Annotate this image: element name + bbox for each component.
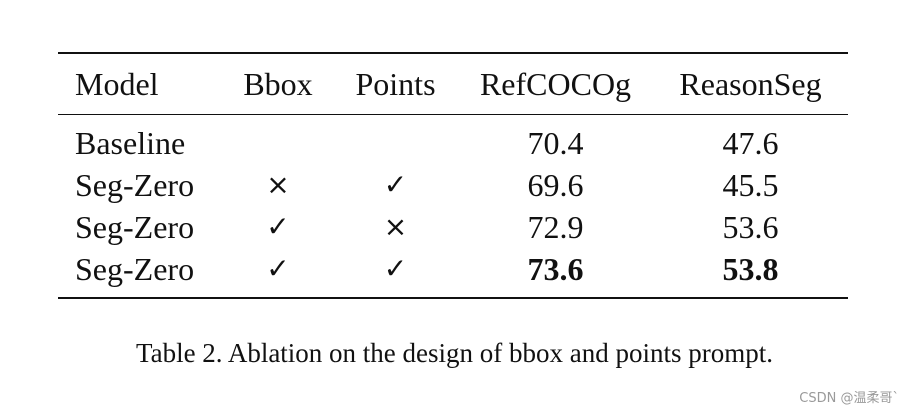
header-model: Model xyxy=(75,66,159,102)
cell-reasonseg: 47.6 xyxy=(722,125,779,161)
table-caption: Table 2. Ablation on the design of bbox … xyxy=(135,338,774,368)
cell-model: Baseline xyxy=(75,125,186,161)
header-points: Points xyxy=(355,66,436,102)
table-top-rule xyxy=(58,52,848,54)
check-mark-icon: ✓ xyxy=(383,168,408,201)
header-refcocog: RefCOCOg xyxy=(479,66,632,102)
table-row: Seg-Zero ✓ × 72.9 53.6 xyxy=(58,206,848,248)
check-mark-icon: ✓ xyxy=(383,252,408,285)
cell-refcocog: 72.9 xyxy=(527,209,584,245)
header-bbox: Bbox xyxy=(243,66,313,102)
table-header-row: Model Bbox Points RefCOCOg ReasonSeg xyxy=(58,54,848,114)
ablation-table: Model Bbox Points RefCOCOg ReasonSeg Bas… xyxy=(58,52,848,299)
cell-reasonseg-best: 53.8 xyxy=(722,251,779,287)
header-reasonseg: ReasonSeg xyxy=(679,66,822,102)
cell-model: Seg-Zero xyxy=(75,251,195,287)
cell-reasonseg: 45.5 xyxy=(722,167,779,203)
check-mark-icon: ✓ xyxy=(266,252,290,285)
cell-refcocog: 70.4 xyxy=(527,125,584,161)
check-mark-icon: ✓ xyxy=(266,210,290,243)
table-bottom-rule xyxy=(58,297,848,299)
cell-model: Seg-Zero xyxy=(75,209,195,245)
watermark: CSDN @温柔哥` xyxy=(799,391,899,406)
table-row: Seg-Zero ✓ ✓ 73.6 53.8 xyxy=(58,248,848,290)
cell-refcocog-best: 73.6 xyxy=(527,251,584,287)
table-row: Seg-Zero × ✓ 69.6 45.5 xyxy=(58,164,848,206)
cross-mark-icon: × xyxy=(266,168,290,201)
cell-reasonseg: 53.6 xyxy=(722,209,779,245)
cell-refcocog: 69.6 xyxy=(527,167,584,203)
table-header-rule xyxy=(58,114,848,115)
cell-model: Seg-Zero xyxy=(75,167,195,203)
table-row: Baseline 70.4 47.6 xyxy=(58,122,848,164)
cross-mark-icon: × xyxy=(383,210,408,243)
